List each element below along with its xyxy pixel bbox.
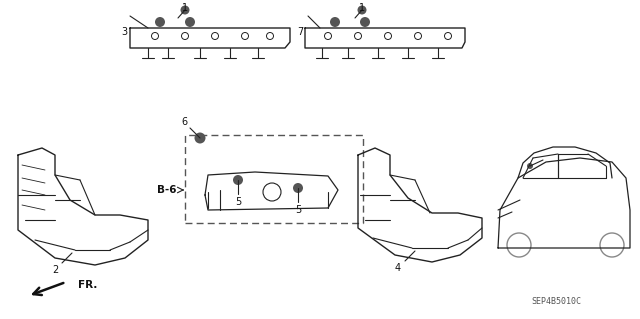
Circle shape <box>358 5 367 14</box>
Text: SEP4B5010C: SEP4B5010C <box>531 298 581 307</box>
Text: 2: 2 <box>52 265 58 275</box>
Circle shape <box>233 175 243 185</box>
Text: 1: 1 <box>182 3 188 13</box>
Circle shape <box>527 163 533 169</box>
Text: 5: 5 <box>235 197 241 207</box>
Circle shape <box>185 17 195 27</box>
Circle shape <box>293 183 303 193</box>
Text: 5: 5 <box>295 205 301 215</box>
Circle shape <box>195 132 205 144</box>
Circle shape <box>330 17 340 27</box>
Circle shape <box>360 17 370 27</box>
Text: FR.: FR. <box>78 280 97 290</box>
Text: 3: 3 <box>121 27 127 37</box>
Text: 4: 4 <box>395 263 401 273</box>
Text: B-6: B-6 <box>157 185 176 195</box>
Text: 6: 6 <box>181 117 187 127</box>
Text: 7: 7 <box>297 27 303 37</box>
Circle shape <box>180 5 189 14</box>
Text: 1: 1 <box>359 3 365 13</box>
Circle shape <box>155 17 165 27</box>
